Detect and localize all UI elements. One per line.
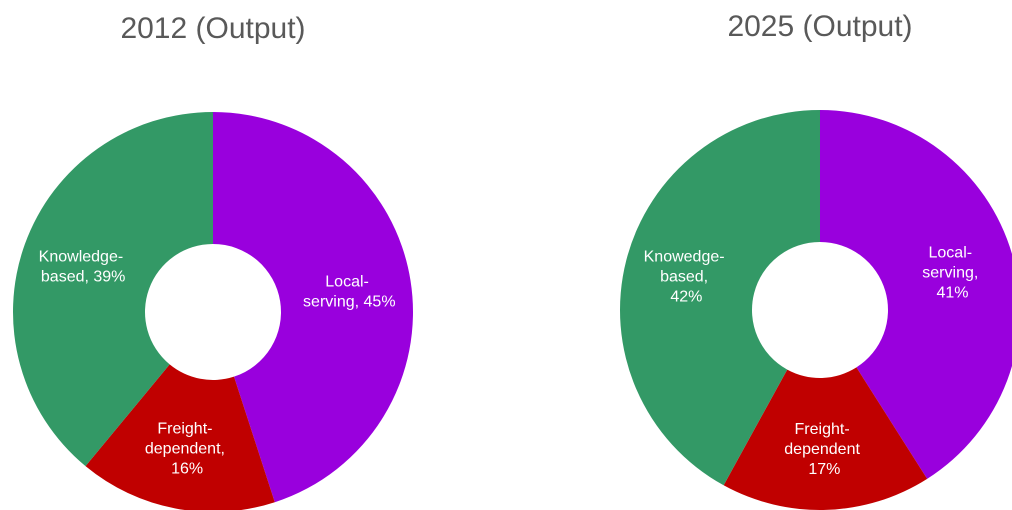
data-label-line: Freight- xyxy=(157,421,217,438)
data-label-line: 16% xyxy=(171,461,203,478)
data-label-line: Local- xyxy=(929,244,977,261)
data-label-line: serving, xyxy=(922,264,982,281)
data-label-line: based, 39% xyxy=(41,268,126,285)
data-label: Freight- dependent, 16% xyxy=(145,421,230,478)
data-label-line: 41% xyxy=(937,284,969,301)
data-label: Knowedge- based, 42% xyxy=(644,249,729,306)
donut-slice xyxy=(213,112,413,503)
chart-title: 2012 (Output) xyxy=(120,12,305,45)
data-label-line: dependent xyxy=(784,441,864,458)
data-label-line: based, xyxy=(660,269,712,286)
data-label: Freight- dependent 17% xyxy=(784,421,864,478)
data-label: Local- serving, 41% xyxy=(922,244,982,301)
data-label-line: Knowledge- xyxy=(39,248,128,265)
data-label-line: Freight- xyxy=(795,421,855,438)
donut-slice xyxy=(723,367,928,510)
donut-slice xyxy=(85,364,275,510)
data-label-line: serving, 45% xyxy=(303,293,396,310)
data-label-line: Local- xyxy=(325,273,373,290)
donut-slice xyxy=(820,110,1012,479)
data-label-line: 17% xyxy=(808,461,840,478)
data-label-line: Knowedge- xyxy=(644,249,729,266)
data-label-line: 42% xyxy=(670,289,702,306)
data-label: Local- serving, 45% xyxy=(303,273,396,310)
data-label-line: dependent, xyxy=(145,441,230,458)
donut-slice xyxy=(12,112,213,467)
data-label: Knowledge- based, 39% xyxy=(39,248,128,285)
donut-slice xyxy=(620,110,820,486)
chart-title: 2025 (Output) xyxy=(727,10,912,43)
